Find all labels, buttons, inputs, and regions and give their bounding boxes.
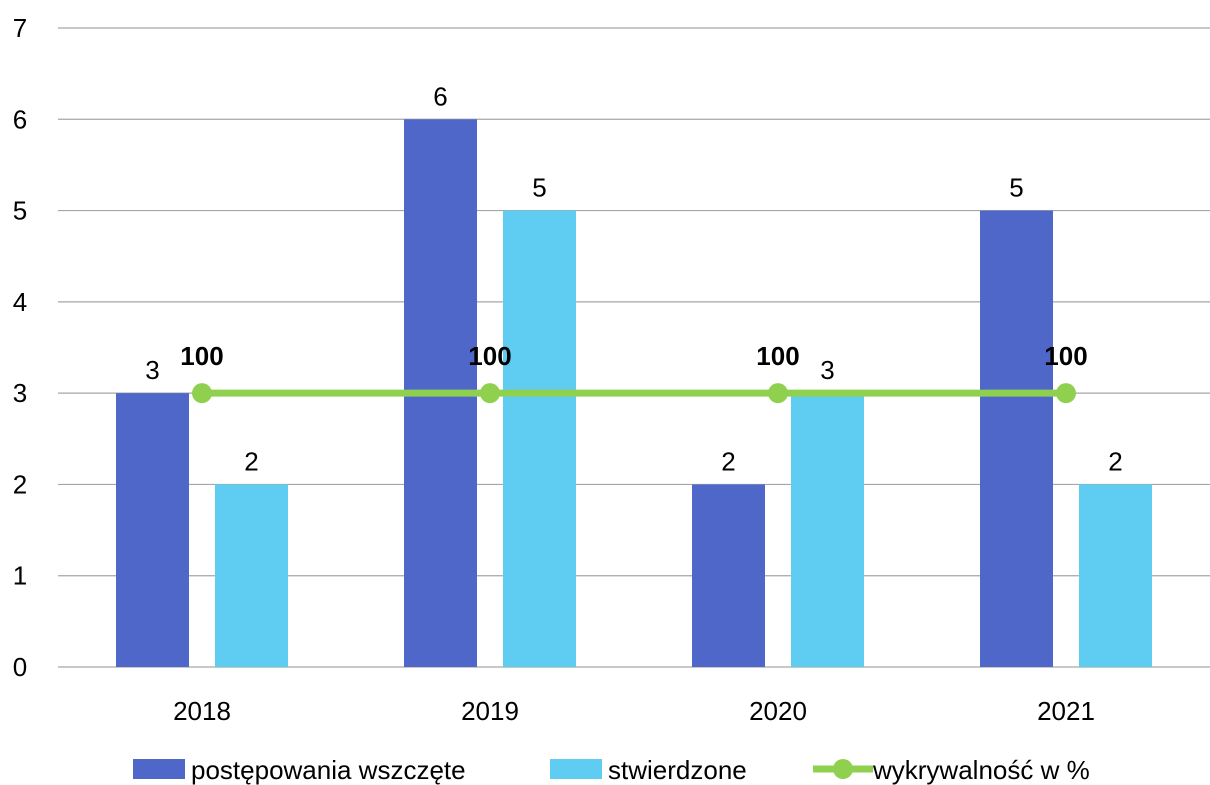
legend-item: postępowania wszczęte — [133, 755, 466, 785]
y-tick-label: 3 — [13, 378, 27, 408]
bar-postepowania-2020 — [692, 484, 765, 667]
y-tick-label: 6 — [13, 104, 27, 134]
bars — [116, 119, 1152, 668]
line-series — [192, 383, 1076, 404]
y-tick-label: 2 — [13, 469, 27, 499]
bar-value-label: 3 — [820, 355, 834, 385]
line-point-2018 — [192, 383, 212, 404]
legend-label: stwierdzone — [608, 755, 747, 785]
line-value-label: 100 — [756, 341, 799, 371]
line-point-2021 — [1056, 383, 1076, 404]
legend-marker — [833, 759, 853, 779]
x-tick-label: 2018 — [173, 696, 231, 726]
legend-label: wykrywalność w % — [872, 755, 1090, 785]
line-point-2019 — [480, 383, 500, 404]
legend-swatch — [550, 759, 602, 779]
legend-item: stwierdzone — [550, 755, 747, 785]
bar-postepowania-2018 — [116, 393, 189, 667]
x-tick-label: 2019 — [461, 696, 519, 726]
line-value-label: 100 — [468, 341, 511, 371]
legend-item: wykrywalność w % — [813, 755, 1090, 785]
line-value-label: 100 — [1044, 341, 1087, 371]
bar-value-label: 2 — [244, 446, 258, 476]
bar-value-label: 5 — [532, 173, 546, 203]
bar-postepowania-2021 — [980, 210, 1053, 668]
y-tick-label: 5 — [13, 196, 27, 226]
bar-value-label: 2 — [721, 446, 735, 476]
x-tick-label: 2020 — [749, 696, 807, 726]
y-axis-ticks: 0 1 2 3 4 5 6 7 — [13, 13, 27, 682]
legend: postępowania wszczęte stwierdzone wykrywal… — [133, 755, 1090, 785]
legend-swatch — [133, 759, 185, 779]
data-labels: 3 2 6 5 2 3 5 2 100 100 100 100 — [145, 81, 1122, 476]
y-tick-label: 0 — [13, 652, 27, 682]
legend-label: postępowania wszczęte — [191, 755, 466, 785]
bar-value-label: 6 — [433, 81, 447, 111]
line-point-2020 — [768, 383, 788, 404]
y-tick-label: 7 — [13, 13, 27, 43]
bar-value-label: 5 — [1009, 173, 1023, 203]
bar-stwierdzone-2020 — [791, 393, 864, 667]
line-value-label: 100 — [180, 341, 223, 371]
bar-stwierdzone-2021 — [1079, 484, 1152, 667]
x-axis-ticks: 2018 2019 2020 2021 — [173, 696, 1095, 726]
bar-stwierdzone-2019 — [503, 210, 576, 668]
bar-stwierdzone-2018 — [215, 484, 288, 667]
y-tick-label: 4 — [13, 287, 27, 317]
bar-value-label: 2 — [1108, 446, 1122, 476]
x-tick-label: 2021 — [1037, 696, 1095, 726]
bar-value-label: 3 — [145, 355, 159, 385]
y-tick-label: 1 — [13, 561, 27, 591]
